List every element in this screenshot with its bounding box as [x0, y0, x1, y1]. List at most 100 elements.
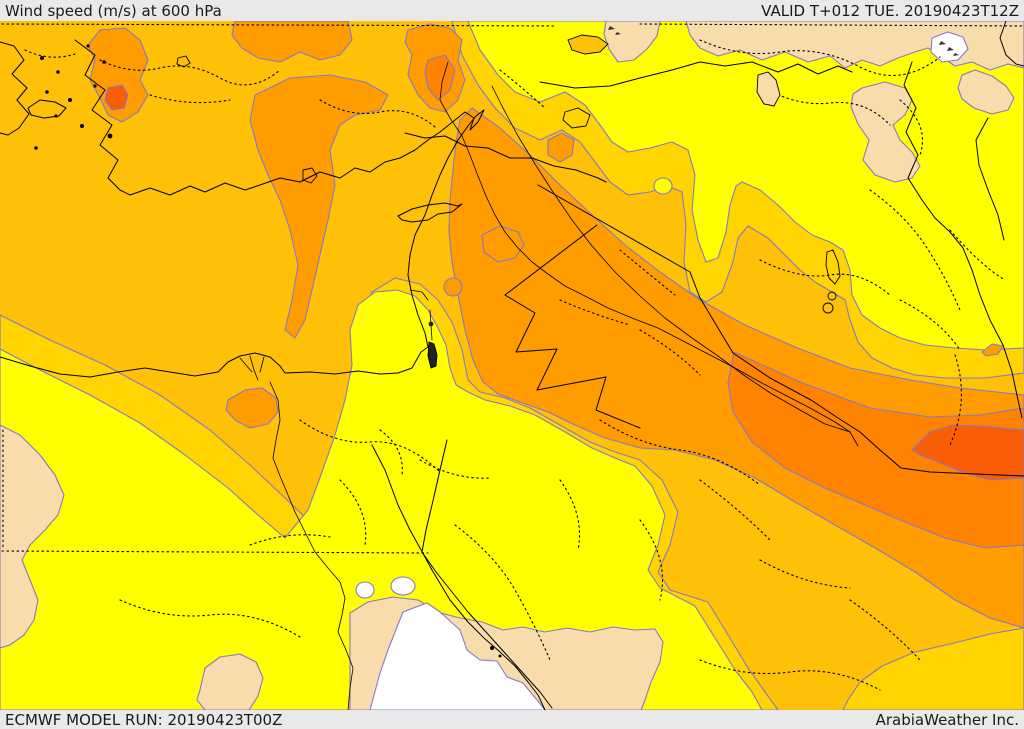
dotted-turkey-2	[149, 94, 231, 104]
orange-patch-nw	[87, 27, 149, 123]
dotted-saudi-3	[759, 559, 851, 589]
map-title: Wind speed (m/s) at 600 hPa	[5, 1, 222, 20]
dotted-caucasus-1	[699, 39, 941, 77]
mountain-marks-icon	[608, 26, 959, 56]
cream-blob-ararat	[603, 21, 661, 63]
band-orange-lens-east	[981, 343, 1004, 357]
aegean-islands	[34, 44, 113, 150]
wind-speed-map	[0, 21, 1024, 710]
jet-core-red	[911, 424, 1024, 481]
dotted-iraq-2	[759, 259, 891, 296]
dotted-turkey-4	[499, 69, 546, 109]
border-iran-iraq	[949, 231, 1023, 419]
orange-patch-small-circle	[443, 277, 463, 297]
dotted-egypt-3	[419, 459, 491, 479]
dotted-caucasus-3	[899, 99, 924, 156]
coastlines	[0, 21, 1024, 710]
coast-crete	[27, 99, 67, 119]
lake-tharthar	[825, 249, 841, 285]
dotted-egypt-2	[339, 479, 367, 546]
orange-patches-turkey	[87, 21, 673, 429]
band-gold-corner-southeast	[842, 627, 1024, 710]
lake-urmia-south	[562, 107, 591, 129]
lake-habbaniyah	[827, 291, 837, 301]
country-borders	[404, 61, 1024, 477]
dotted-saudi-5	[639, 519, 663, 601]
dotted-borders	[1, 23, 1024, 691]
coast-red-sea-west	[419, 547, 546, 710]
orange-patch-nile-delta	[225, 387, 279, 429]
coast-red-sea-east	[421, 551, 553, 709]
band-yellow-south	[0, 289, 763, 710]
lake-van	[567, 34, 609, 55]
border-jordan-iraq	[504, 224, 598, 296]
lakes	[176, 34, 841, 369]
dotted-balkans-1	[24, 49, 76, 58]
lake-urmia	[756, 71, 781, 107]
coast-cyprus	[397, 202, 463, 223]
dotted-egypt-1	[299, 419, 441, 473]
coast-africa-levant	[0, 109, 485, 378]
border-turkey-syria	[404, 132, 607, 183]
cream-top-right-band	[685, 21, 1024, 71]
jet-band-dark-orange	[727, 351, 1024, 549]
dotted-saudi-4	[849, 599, 921, 661]
white-region-nw-saudi	[369, 602, 546, 710]
jet-streak-bands	[448, 107, 1024, 629]
border-iraq-saudi	[689, 271, 1024, 477]
dotted-saudi-1	[599, 419, 761, 486]
orange-patch-anatolia-hook	[249, 74, 389, 339]
dotted-iran-3	[949, 229, 1006, 281]
dotted-sudan-1	[119, 599, 301, 638]
lake-tuz	[176, 55, 191, 68]
cream-blob-south-left	[196, 653, 264, 710]
dotted-egypt-sudan	[1, 550, 429, 554]
orange-patch-nw-core	[104, 84, 129, 111]
nile-delta-branches	[239, 355, 265, 381]
white-oval-small-east	[390, 576, 416, 596]
valid-time-label: VALID T+012 TUE. 20190423T12Z	[761, 1, 1019, 20]
border-jordan-saudi	[504, 294, 641, 429]
orange-patch-levant-coast	[481, 225, 525, 263]
dotted-iran-2	[899, 299, 961, 351]
coast-gulf-of-suez	[371, 444, 421, 549]
rivers	[239, 61, 859, 710]
dotted-egypt-4	[249, 534, 331, 546]
border-turkey-armenia-iran	[539, 61, 853, 89]
cream-left-edge-tongue	[0, 424, 65, 649]
dotted-turkey-1	[99, 59, 281, 86]
red-sea-islands	[490, 646, 502, 658]
border-syria-iraq	[537, 184, 691, 273]
coast-greece	[0, 41, 30, 136]
dotted-top-edge-west	[1, 23, 557, 27]
footer-bar: ECMWF MODEL RUN: 20190423T00Z ArabiaWeat…	[0, 710, 1024, 729]
dotted-iran-4	[949, 354, 962, 446]
coast-caspian	[975, 117, 1005, 241]
coast-gulf-of-aqaba	[421, 439, 448, 553]
lake-razzaza	[822, 302, 834, 314]
dotted-iran-1	[869, 189, 961, 311]
border-israel	[409, 289, 429, 301]
tigris-river	[491, 85, 859, 447]
sea-of-galilee	[428, 321, 434, 327]
white-calm-regions	[355, 26, 969, 710]
dotted-syria-1	[619, 249, 676, 296]
orange-patch-urmia-area	[547, 132, 575, 163]
lake-beysehir	[302, 167, 318, 184]
border-azerbaijan-iran	[903, 61, 951, 233]
orange-patch-east-turkey-core	[424, 54, 456, 101]
dotted-top-edge-east	[639, 23, 1024, 27]
header-bar: Wind speed (m/s) at 600 hPa VALID T+012 …	[0, 0, 1024, 21]
white-patch-caucasus	[930, 31, 969, 63]
yellow-lens-iraq	[653, 177, 673, 195]
dotted-caucasus-2	[759, 84, 891, 126]
white-oval-small-west	[355, 581, 375, 599]
wind-speed-shading	[0, 21, 1024, 710]
brand-label: ArabiaWeather Inc.	[875, 710, 1019, 729]
model-run-label: ECMWF MODEL RUN: 20190423T00Z	[5, 710, 283, 729]
dotted-saudi-7	[699, 659, 881, 691]
orange-patch-top-center	[231, 21, 353, 63]
dotted-syria-2	[559, 299, 631, 326]
cream-blob-caspian	[957, 69, 1015, 115]
